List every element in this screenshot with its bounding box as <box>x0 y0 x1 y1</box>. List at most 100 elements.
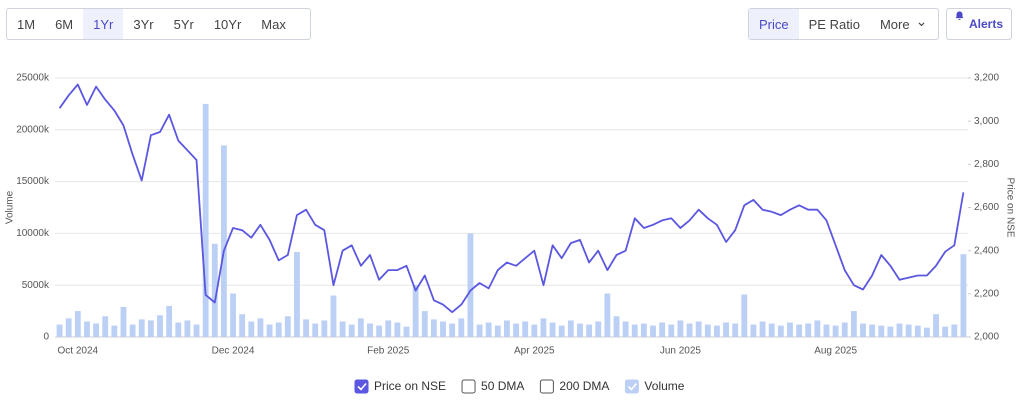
volume-bar <box>732 323 739 337</box>
volume-bar <box>832 325 839 337</box>
volume-bar <box>449 323 456 337</box>
y-tick-label: 25000k <box>16 73 50 84</box>
y-tick-label: 15000k <box>16 176 50 187</box>
y2-tick-label: 2,200 <box>974 288 999 299</box>
view-button[interactable]: PE Ratio <box>808 16 860 32</box>
range-button[interactable]: 1Yr <box>83 9 124 39</box>
y-tick-label: 0 <box>43 332 49 343</box>
legend-label: 200 DMA <box>559 379 609 393</box>
volume-bar <box>777 325 784 337</box>
volume-bar <box>294 252 300 337</box>
volume-bar <box>695 321 702 337</box>
volume-bar <box>796 324 803 337</box>
x-tick-label: Oct 2024 <box>58 346 99 357</box>
volume-bar <box>485 322 492 337</box>
volume-bar <box>248 321 255 337</box>
volume-bar <box>704 324 711 337</box>
volume-bar <box>184 320 191 337</box>
volume-bar <box>93 323 100 337</box>
range-button[interactable]: 3Yr <box>133 16 154 32</box>
y-tick-label: 5000k <box>22 280 50 291</box>
volume-bar <box>193 324 200 337</box>
volume-bar <box>759 321 766 337</box>
volume-bar <box>211 243 218 337</box>
volume-bar <box>84 321 90 337</box>
volume-bar <box>120 306 127 337</box>
price-line <box>58 83 965 314</box>
range-button[interactable]: 10Yr <box>213 16 242 32</box>
volume-bar <box>348 324 355 337</box>
volume-bar <box>312 323 319 337</box>
volume-bar <box>385 320 392 337</box>
legend-checkbox <box>354 379 369 394</box>
volume-bar <box>933 314 939 337</box>
legend-label: Volume <box>644 379 684 393</box>
volume-bar <box>595 321 602 337</box>
x-tick-label: Dec 2024 <box>212 346 255 357</box>
y-axis-title: Volume <box>5 190 16 224</box>
volume-bar <box>357 318 364 337</box>
volume-bar <box>860 323 866 337</box>
volume-bar <box>266 324 273 337</box>
volume-bar <box>768 323 775 337</box>
range-button[interactable]: Max <box>261 16 286 32</box>
legend-item[interactable]: Volume <box>624 379 685 394</box>
volume-bar <box>440 321 446 337</box>
volume-bar <box>586 324 593 337</box>
legend-item[interactable]: Price on NSE <box>354 379 446 394</box>
volume-bar <box>458 318 465 337</box>
volume-bar <box>668 324 675 337</box>
range-button[interactable]: 6M <box>55 16 74 32</box>
volume-bar <box>65 318 72 337</box>
volume-bar <box>74 311 81 337</box>
volume-bar <box>951 324 958 337</box>
volume-bar <box>823 324 830 337</box>
volume-bar <box>604 293 611 337</box>
volume-bar <box>376 325 383 337</box>
range-button[interactable]: 1M <box>17 16 36 32</box>
volume-bar <box>494 325 501 337</box>
alerts-button[interactable]: Alerts <box>946 8 1012 40</box>
volume-bar <box>138 319 145 337</box>
volume-bar <box>421 311 428 337</box>
volume-bar <box>878 325 885 337</box>
volume-bar <box>111 325 118 337</box>
volume-bar <box>750 324 757 337</box>
view-selector: Price PE Ratio More ⌄ <box>748 8 939 40</box>
volume-bar <box>321 320 328 337</box>
volume-bar <box>677 320 684 337</box>
volume-bar <box>631 324 638 337</box>
volume-bar <box>339 321 346 337</box>
volume-bar <box>686 323 693 337</box>
y-tick-label: 10000k <box>16 228 50 239</box>
y2-axis-title: Price on NSE <box>1004 177 1015 237</box>
volume-bar <box>257 318 264 337</box>
volume-bar <box>814 320 821 337</box>
alerts-label: Alerts <box>968 17 1003 31</box>
view-button[interactable]: More ⌄ <box>879 12 928 32</box>
volume-bar <box>56 324 63 337</box>
y2-tick-label: 2,600 <box>974 202 999 213</box>
legend-label: 50 DMA <box>481 379 524 393</box>
volume-bar <box>430 319 437 337</box>
volume-bar <box>129 324 136 337</box>
volume-bar <box>659 322 666 337</box>
volume-bar <box>567 320 574 337</box>
legend-checkbox <box>539 379 554 394</box>
y-tick-label: 20000k <box>16 124 50 135</box>
legend-item[interactable]: 50 DMA <box>461 379 524 394</box>
legend-label: Price on NSE <box>374 379 446 393</box>
view-button[interactable]: Price <box>749 9 799 39</box>
checkmark <box>627 382 638 391</box>
legend-item[interactable]: 200 DMA <box>539 379 609 394</box>
x-tick-label: Aug 2025 <box>814 346 857 357</box>
range-selector: 1M 6M 1Yr 3Yr 5Yr 10Yr Max <box>6 8 311 40</box>
volume-bar <box>330 295 337 337</box>
volume-bar <box>531 324 538 337</box>
volume-bar <box>367 323 373 337</box>
range-button[interactable]: 5Yr <box>173 16 194 32</box>
y2-tick-label: 3,000 <box>974 116 999 127</box>
volume-bar <box>960 254 967 337</box>
volume-bar <box>202 103 209 338</box>
volume-bar <box>905 324 912 337</box>
